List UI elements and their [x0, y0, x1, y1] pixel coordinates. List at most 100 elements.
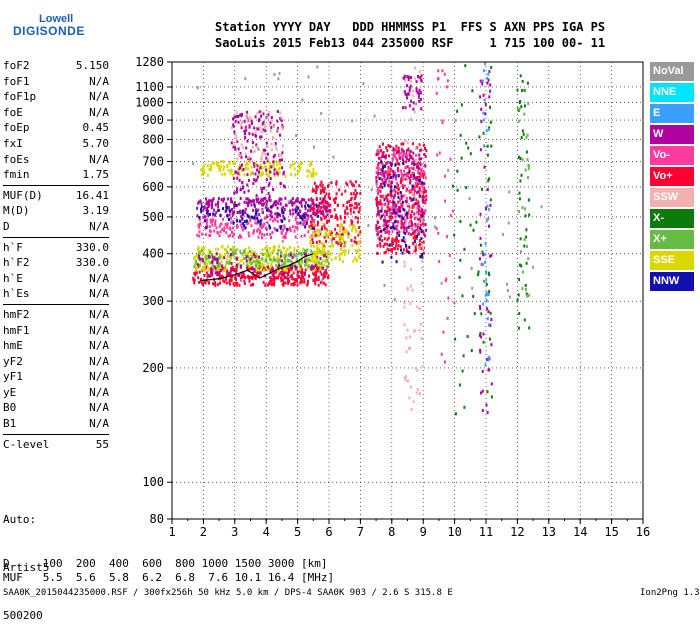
echo-point	[245, 201, 248, 205]
echo-point	[386, 205, 389, 209]
echo-point	[424, 176, 427, 180]
echo-point	[379, 216, 382, 220]
echo-point	[240, 126, 243, 129]
echo-point	[393, 211, 396, 215]
echo-point	[221, 264, 224, 268]
echo-point	[238, 173, 241, 177]
echo-point	[284, 196, 287, 200]
echo-point	[416, 204, 419, 208]
echo-point	[528, 326, 531, 330]
echo-point	[246, 118, 249, 122]
echo-point	[263, 252, 266, 256]
echo-point	[487, 310, 490, 314]
echo-point	[234, 170, 237, 174]
echo-point	[236, 281, 239, 285]
echo-point	[317, 242, 320, 246]
echo-point	[394, 225, 397, 229]
echo-point	[322, 197, 325, 201]
echo-point	[379, 172, 382, 176]
echo-point	[275, 200, 278, 203]
echo-point	[519, 74, 522, 78]
echo-point	[309, 207, 312, 211]
echo-point	[270, 125, 273, 129]
echo-point	[252, 253, 255, 256]
echo-point	[291, 225, 294, 229]
echo-point	[272, 270, 275, 274]
echo-point	[397, 244, 400, 247]
echo-point	[246, 167, 249, 171]
echo-point	[406, 288, 409, 291]
echo-point	[398, 162, 401, 166]
echo-point	[381, 161, 384, 165]
echo-point	[340, 224, 343, 227]
echo-point	[299, 281, 302, 285]
echo-point	[203, 171, 206, 174]
echo-point	[418, 307, 421, 311]
echo-point	[301, 98, 304, 102]
echo-point	[414, 244, 417, 248]
echo-point	[309, 209, 312, 213]
echo-point	[223, 280, 226, 284]
echo-point	[333, 237, 336, 241]
echo-point	[355, 241, 358, 245]
echo-point	[338, 233, 341, 237]
echo-point	[405, 173, 408, 177]
echo-point	[264, 148, 266, 152]
echo-point	[269, 226, 272, 230]
echo-point	[378, 151, 381, 154]
echo-point	[412, 205, 415, 209]
echo-point	[246, 263, 249, 267]
echo-point	[390, 191, 392, 195]
param-name: hmF2	[3, 307, 30, 321]
echo-point	[252, 231, 255, 235]
echo-point	[281, 273, 283, 277]
echo-point	[299, 277, 302, 281]
echo-point	[375, 224, 378, 227]
echo-point	[226, 272, 229, 276]
echo-point	[420, 228, 423, 232]
echo-point	[316, 185, 319, 189]
echo-point	[219, 169, 221, 172]
echo-point	[320, 262, 323, 266]
echo-point	[390, 181, 393, 185]
echo-point	[261, 172, 264, 176]
echo-point	[482, 131, 485, 135]
echo-point	[443, 174, 446, 178]
echo-point	[300, 253, 303, 257]
echo-point	[193, 264, 196, 268]
echo-point	[385, 170, 388, 174]
echo-point	[264, 165, 266, 169]
echo-point	[302, 247, 305, 251]
echo-point	[435, 91, 438, 95]
echo-point	[406, 75, 409, 79]
echo-point	[299, 209, 302, 213]
echo-point	[409, 156, 412, 159]
echo-point	[307, 75, 310, 79]
echo-point	[198, 216, 201, 220]
echo-point	[288, 270, 290, 274]
x-tick-label: 3	[231, 525, 238, 539]
echo-point	[487, 323, 490, 327]
echo-point	[419, 226, 422, 230]
echo-point	[412, 167, 415, 171]
echo-point	[416, 163, 419, 166]
echo-point	[413, 185, 416, 189]
echo-point	[523, 88, 526, 92]
echo-point	[213, 162, 216, 165]
echo-point	[284, 263, 287, 267]
echo-point	[464, 64, 467, 68]
echo-point	[380, 234, 383, 238]
echo-point	[257, 119, 260, 123]
echo-point	[316, 262, 319, 266]
echo-point	[346, 230, 349, 234]
echo-point	[282, 211, 285, 214]
echo-point	[239, 259, 242, 263]
echo-point	[522, 270, 524, 274]
echo-point	[388, 154, 391, 158]
echo-point	[282, 278, 285, 282]
echo-point	[250, 224, 253, 228]
echo-point	[254, 217, 257, 221]
echo-point	[231, 275, 234, 279]
echo-point	[243, 200, 246, 204]
echo-point	[322, 276, 325, 280]
